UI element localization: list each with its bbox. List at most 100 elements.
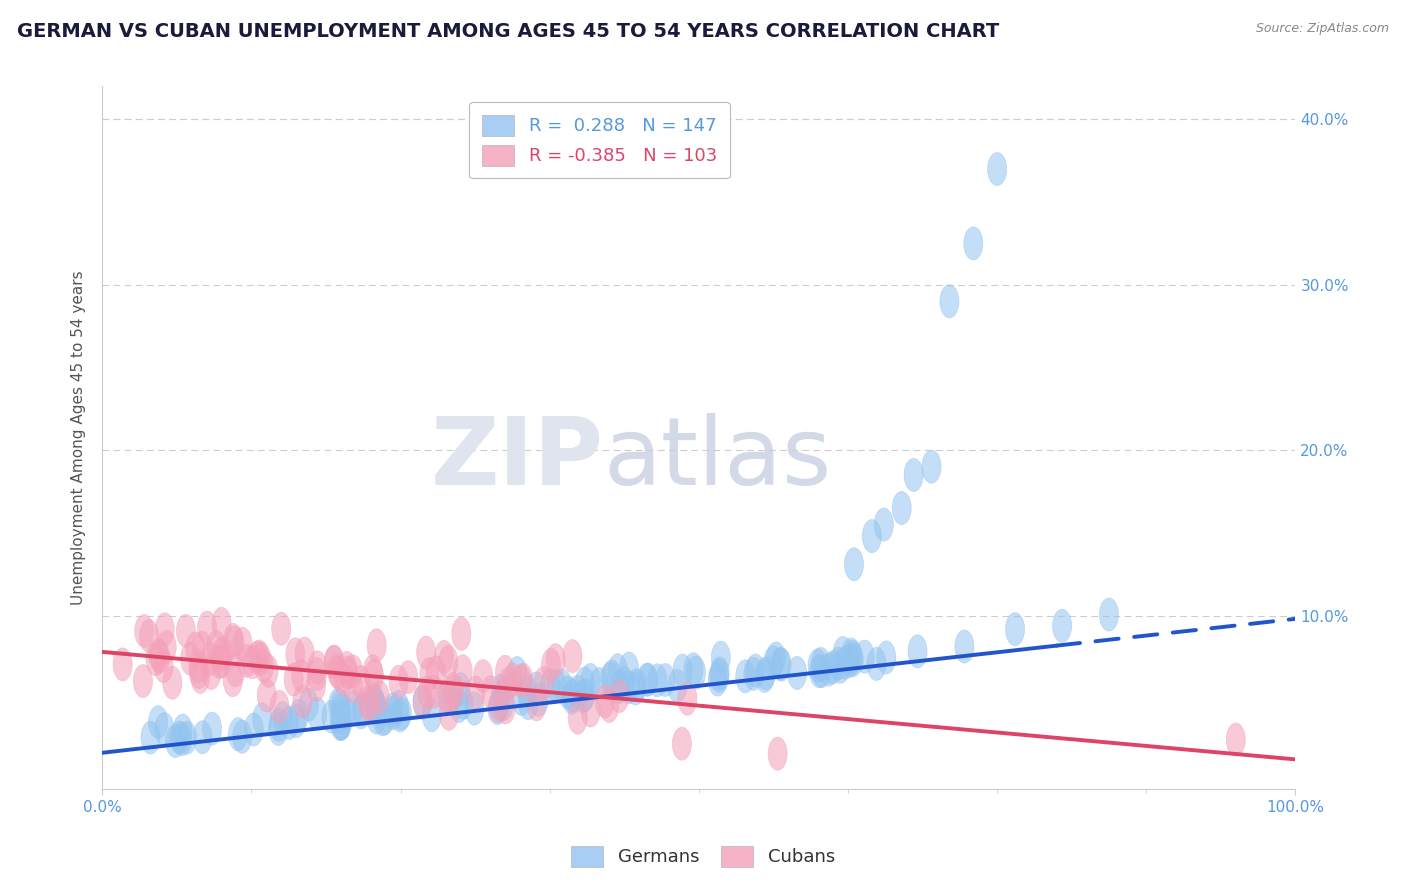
Ellipse shape	[845, 548, 863, 581]
Ellipse shape	[637, 663, 657, 696]
Ellipse shape	[443, 680, 461, 713]
Ellipse shape	[190, 656, 208, 689]
Ellipse shape	[253, 703, 271, 736]
Ellipse shape	[444, 673, 463, 706]
Ellipse shape	[139, 619, 159, 653]
Ellipse shape	[243, 646, 262, 679]
Ellipse shape	[589, 667, 609, 701]
Ellipse shape	[224, 664, 242, 697]
Ellipse shape	[287, 705, 307, 738]
Ellipse shape	[308, 651, 328, 684]
Ellipse shape	[330, 690, 350, 723]
Y-axis label: Unemployment Among Ages 45 to 54 years: Unemployment Among Ages 45 to 54 years	[72, 270, 86, 605]
Ellipse shape	[626, 672, 645, 705]
Ellipse shape	[180, 642, 200, 675]
Ellipse shape	[602, 660, 621, 693]
Ellipse shape	[893, 491, 911, 524]
Ellipse shape	[787, 657, 807, 690]
Ellipse shape	[575, 667, 595, 700]
Ellipse shape	[330, 707, 350, 740]
Ellipse shape	[391, 699, 409, 732]
Ellipse shape	[155, 649, 173, 682]
Ellipse shape	[202, 712, 222, 745]
Ellipse shape	[163, 666, 181, 699]
Ellipse shape	[541, 668, 560, 702]
Ellipse shape	[503, 663, 522, 696]
Ellipse shape	[610, 680, 628, 713]
Ellipse shape	[813, 655, 831, 688]
Ellipse shape	[828, 648, 848, 681]
Ellipse shape	[392, 697, 412, 730]
Ellipse shape	[939, 285, 959, 318]
Ellipse shape	[451, 617, 471, 650]
Ellipse shape	[422, 698, 441, 731]
Ellipse shape	[141, 721, 160, 754]
Ellipse shape	[343, 655, 363, 688]
Ellipse shape	[191, 660, 209, 693]
Ellipse shape	[273, 702, 292, 735]
Ellipse shape	[366, 689, 384, 722]
Ellipse shape	[581, 694, 600, 727]
Ellipse shape	[527, 688, 546, 721]
Ellipse shape	[420, 657, 439, 690]
Ellipse shape	[512, 665, 531, 698]
Ellipse shape	[519, 687, 538, 720]
Ellipse shape	[439, 681, 457, 714]
Ellipse shape	[683, 653, 703, 686]
Ellipse shape	[564, 679, 582, 712]
Ellipse shape	[245, 713, 263, 746]
Ellipse shape	[494, 679, 512, 712]
Text: GERMAN VS CUBAN UNEMPLOYMENT AMONG AGES 45 TO 54 YEARS CORRELATION CHART: GERMAN VS CUBAN UNEMPLOYMENT AMONG AGES …	[17, 22, 1000, 41]
Ellipse shape	[250, 640, 269, 673]
Ellipse shape	[766, 642, 786, 675]
Ellipse shape	[366, 687, 385, 720]
Ellipse shape	[908, 635, 927, 668]
Ellipse shape	[149, 638, 167, 671]
Ellipse shape	[212, 644, 232, 678]
Ellipse shape	[755, 659, 775, 692]
Ellipse shape	[173, 723, 191, 756]
Ellipse shape	[575, 678, 595, 711]
Ellipse shape	[207, 631, 226, 664]
Ellipse shape	[512, 682, 531, 715]
Ellipse shape	[541, 648, 561, 681]
Ellipse shape	[465, 676, 485, 709]
Ellipse shape	[186, 632, 205, 665]
Ellipse shape	[491, 674, 510, 707]
Ellipse shape	[226, 654, 245, 687]
Ellipse shape	[364, 683, 384, 716]
Ellipse shape	[271, 612, 291, 645]
Ellipse shape	[389, 690, 409, 723]
Ellipse shape	[499, 667, 517, 700]
Ellipse shape	[413, 686, 432, 719]
Ellipse shape	[214, 637, 233, 670]
Ellipse shape	[269, 708, 288, 741]
Ellipse shape	[678, 682, 697, 715]
Ellipse shape	[444, 675, 464, 709]
Ellipse shape	[747, 654, 765, 687]
Ellipse shape	[627, 669, 647, 702]
Ellipse shape	[292, 659, 311, 692]
Ellipse shape	[772, 648, 792, 681]
Ellipse shape	[333, 663, 353, 696]
Ellipse shape	[609, 671, 628, 704]
Ellipse shape	[384, 693, 402, 726]
Ellipse shape	[1226, 723, 1246, 756]
Ellipse shape	[330, 701, 350, 734]
Ellipse shape	[710, 657, 730, 690]
Ellipse shape	[155, 613, 174, 646]
Ellipse shape	[562, 681, 582, 714]
Ellipse shape	[922, 450, 941, 483]
Ellipse shape	[344, 691, 364, 724]
Ellipse shape	[363, 655, 382, 688]
Ellipse shape	[292, 685, 312, 718]
Ellipse shape	[735, 660, 755, 693]
Ellipse shape	[529, 683, 548, 716]
Ellipse shape	[434, 640, 454, 673]
Ellipse shape	[655, 664, 675, 697]
Ellipse shape	[574, 680, 593, 713]
Ellipse shape	[134, 665, 152, 698]
Ellipse shape	[426, 656, 446, 689]
Ellipse shape	[955, 630, 974, 663]
Ellipse shape	[325, 645, 343, 678]
